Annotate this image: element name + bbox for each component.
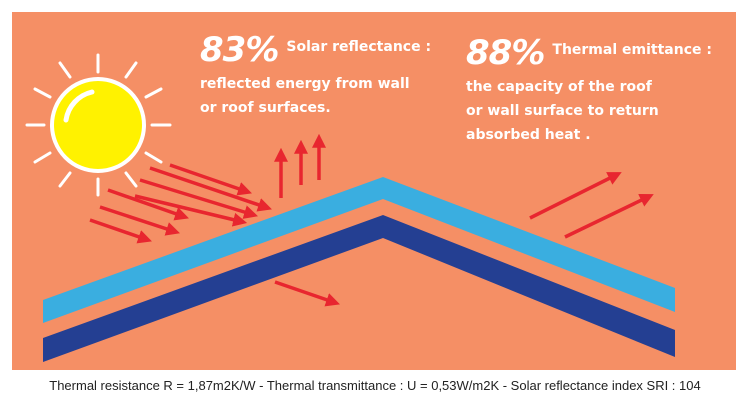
arrow-icon xyxy=(564,193,654,239)
solar-reflectance-title: Solar reflectance : xyxy=(286,39,432,55)
arrow-icon xyxy=(99,205,180,236)
solar-reflectance-description: reflected energy from wall or roof surfa… xyxy=(200,76,410,116)
roof-layer-bottom xyxy=(43,215,675,362)
solar-reflectance-block: 83% Solar reflectance : reflected energy … xyxy=(200,30,440,120)
arrow-icon xyxy=(529,172,622,220)
arrow-icon xyxy=(169,163,252,196)
arrow-icon xyxy=(89,218,152,244)
arrow-icon xyxy=(139,178,259,219)
thermal-emittance-title: Thermal emittance : xyxy=(552,42,712,58)
arrow-icon xyxy=(274,280,340,307)
arrow-icon xyxy=(149,166,272,212)
solar-reflectance-value: 83% xyxy=(200,30,279,70)
thermal-emittance-value: 88% xyxy=(466,33,545,73)
arrow-icon xyxy=(134,194,248,227)
arrow-icon xyxy=(107,188,189,221)
roof-layer-top xyxy=(43,177,675,323)
thermal-emittance-block: 88% Thermal emittance : the capacity of t… xyxy=(466,33,716,147)
thermal-emittance-description: the capacity of the roof or wall surface… xyxy=(466,79,659,143)
sun-icon xyxy=(25,53,172,197)
caption: Thermal resistance R = 1,87m2K/W - Therm… xyxy=(49,378,701,393)
